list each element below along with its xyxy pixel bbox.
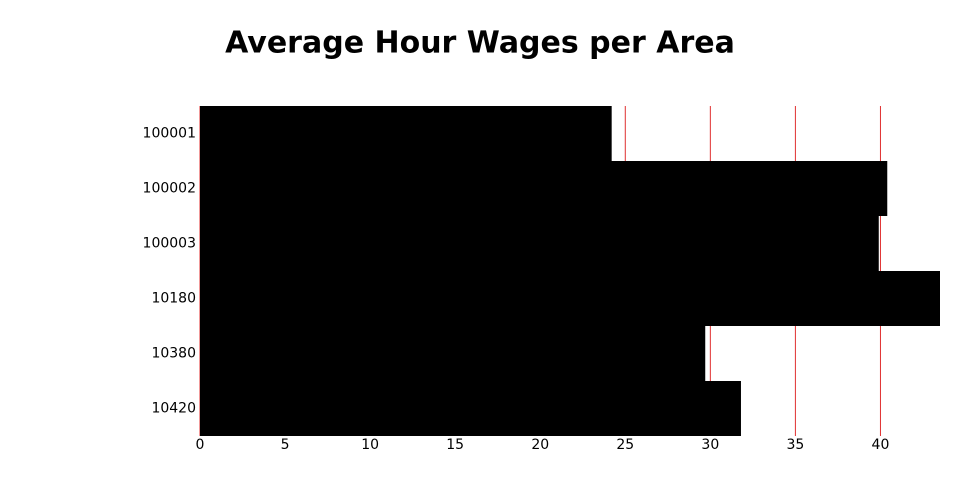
x-tick-label: 30 xyxy=(701,437,719,453)
x-tick-label: 15 xyxy=(446,437,464,453)
y-tick-label: 100002 xyxy=(143,181,196,197)
x-tick-label: 0 xyxy=(196,437,205,453)
y-tick-label: 100001 xyxy=(143,126,196,142)
bar xyxy=(200,271,940,326)
bar xyxy=(200,381,741,436)
x-tick-label: 25 xyxy=(616,437,634,453)
y-tick-label: 10380 xyxy=(151,346,196,362)
bar xyxy=(200,106,612,161)
y-tick-label: 10180 xyxy=(151,291,196,307)
y-tick-label: 100003 xyxy=(143,236,196,252)
bar xyxy=(200,161,888,216)
x-tick-label: 20 xyxy=(531,437,549,453)
bar xyxy=(200,216,879,271)
x-tick-label: 35 xyxy=(786,437,804,453)
bar xyxy=(200,326,706,381)
x-tick-label: 5 xyxy=(281,437,290,453)
chart-title: Average Hour Wages per Area xyxy=(225,26,735,61)
x-tick-label: 10 xyxy=(361,437,379,453)
x-tick-label: 40 xyxy=(872,437,890,453)
y-tick-label: 10420 xyxy=(151,401,196,417)
